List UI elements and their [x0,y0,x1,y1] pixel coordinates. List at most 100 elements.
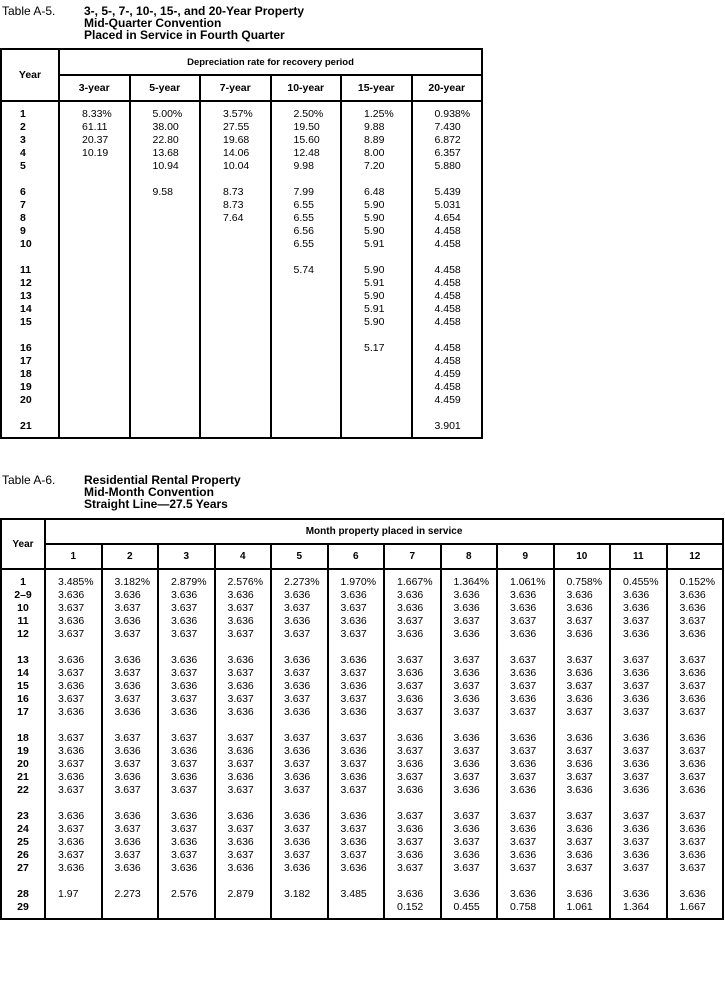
rate-cell: 8.33% [58,101,131,121]
rate-cell [128,381,201,394]
rate-cell: 3.485% [44,569,103,589]
rate-cell: 2.576 [157,888,216,901]
spacer-cell [44,641,103,654]
rate-cell: 3.637 [213,667,272,680]
rate-cell [128,368,201,381]
rate-cell: 3.636 [157,810,216,823]
rate-cell: 3.637 [383,615,442,628]
year-cell: 22 [0,784,46,797]
rate-cell: 3.637 [157,823,216,836]
spacer-cell [213,719,272,732]
spacer-cell [340,173,413,186]
rate-cell: 2.879 [213,888,272,901]
rate-cell: 3.637 [609,836,668,849]
rate-cell: 3.637 [326,758,385,771]
table-row: 5 10.94 10.04 9.98 7.20 5.880 [0,160,483,173]
rate-cell [199,342,272,355]
rate-cell: 4.459 [410,368,483,381]
rate-cell: 0.758% [552,569,611,589]
spacer-cell [157,797,216,810]
rate-cell: 3.636 [100,810,159,823]
table-row: 20 4.459 [0,394,483,407]
rate-cell: 3.636 [552,849,611,862]
rate-cell: 9.88 [340,121,413,134]
table-row: 9 6.56 5.90 4.458 [0,225,483,238]
spacer-cell [552,719,611,732]
rate-cell: 3.637 [157,758,216,771]
spacer-cell [0,407,60,420]
spacer-cell [439,641,498,654]
table-row: 29 0.152 0.455 0.758 1.061 1.364 1.667 [0,901,725,920]
rate-cell: 3.636 [213,810,272,823]
group-spacer [0,173,483,186]
rate-cell: 3.636 [213,589,272,602]
spacer-cell [269,329,342,342]
rate-cell: 1.970% [326,569,385,589]
rate-cell [58,316,131,329]
spacer-cell [410,173,483,186]
rate-cell: 3.636 [213,615,272,628]
rate-cell: 3.637 [44,602,103,615]
rate-cell [58,225,131,238]
rate-cell: 3.637 [496,771,555,784]
rate-cell [100,901,159,920]
rate-cell: 3.636 [665,732,725,745]
table-row: 26 3.637 3.637 3.637 3.637 3.637 3.637 3.636 3.6… [0,849,725,862]
column-header: 11 [609,543,668,570]
rate-cell: 3.637 [439,771,498,784]
rate-cell: 15.60 [269,134,342,147]
rate-cell: 3.636 [326,836,385,849]
rate-cell: 3.636 [157,706,216,719]
rate-cell: 3.637 [496,615,555,628]
rate-cell: 3.637 [270,602,329,615]
rate-cell: 3.637 [609,745,668,758]
rate-cell: 3.636 [326,810,385,823]
column-header: 15-year [340,74,413,102]
rate-cell: 3.636 [326,589,385,602]
spacer-cell [496,875,555,888]
rate-cell: 3.637 [157,667,216,680]
rate-cell: 3.636 [552,628,611,641]
spacer-cell [552,641,611,654]
spacer-cell [383,641,442,654]
year-header: Year [0,48,60,102]
spacer-cell [552,797,611,810]
spacer-cell [340,329,413,342]
column-header: 7-year [199,74,272,102]
rate-cell: 3.637 [326,823,385,836]
rate-cell: 3.636 [665,758,725,771]
rate-cell: 1.364 [609,901,668,920]
rate-cell: 3.637 [44,823,103,836]
rate-cell [199,355,272,368]
rate-cell: 6.357 [410,147,483,160]
rate-cell: 7.430 [410,121,483,134]
year-cell: 25 [0,836,46,849]
rate-cell: 3.637 [552,836,611,849]
rate-cell: 3.636 [270,836,329,849]
spacer-cell [609,641,668,654]
rate-cell: 5.90 [340,225,413,238]
rate-cell: 3.636 [270,706,329,719]
rate-cell [340,420,413,439]
rate-cell: 3.637 [100,693,159,706]
rate-cell: 3.636 [439,628,498,641]
rate-cell: 3.637 [496,810,555,823]
table-row: 2–9 3.636 3.636 3.636 3.636 3.636 3.636 3.636 3.… [0,589,725,602]
spacer-cell [552,875,611,888]
rate-cell: 3.636 [496,667,555,680]
rate-cell: 3.637 [213,823,272,836]
rate-cell: 3.637 [270,784,329,797]
rate-cell: 0.152% [665,569,725,589]
rate-cell: 5.91 [340,277,413,290]
rate-cell: 3.636 [439,888,498,901]
column-header: 6 [326,543,385,570]
rate-cell: 3.636 [157,836,216,849]
rate-cell: 3.636 [439,693,498,706]
rate-cell: 3.636 [270,615,329,628]
rate-cell: 3.637 [100,823,159,836]
rate-cell [58,264,131,277]
spacer-cell [157,719,216,732]
rate-cell: 4.458 [410,277,483,290]
rate-cell: 3.637 [157,628,216,641]
column-header: 20-year [410,74,483,102]
